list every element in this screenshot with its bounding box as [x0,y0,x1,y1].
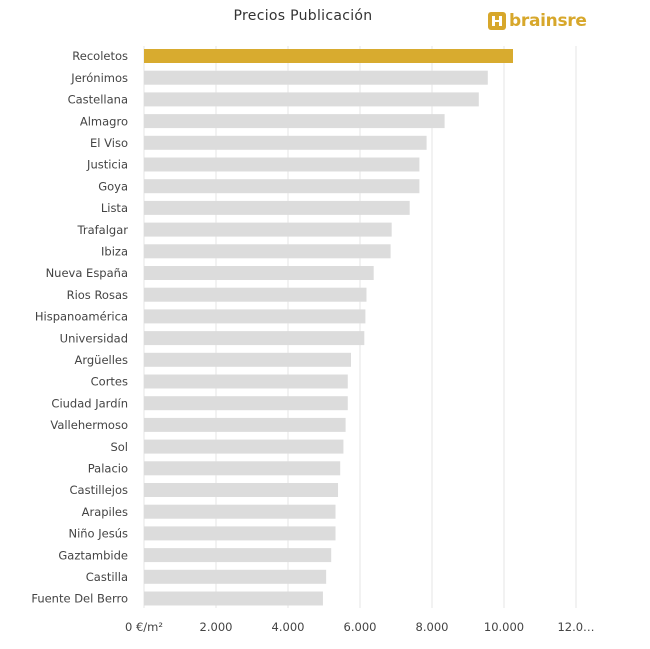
bar[interactable] [144,439,344,454]
category-label: Arapiles [82,505,128,519]
bar[interactable] [144,483,339,497]
bar[interactable] [144,92,479,107]
x-tick-label: 10.000 [484,620,524,634]
category-label: Castellana [68,93,128,107]
category-label: Jerónimos [70,71,128,85]
chart-title: Precios Publicación [233,8,373,24]
bar[interactable] [144,352,351,367]
bar[interactable] [144,266,374,280]
category-label: Lista [101,201,128,215]
x-tick-label: 8.000 [416,620,449,634]
bar[interactable] [144,222,392,237]
category-label: Goya [98,179,128,193]
bar[interactable] [144,331,365,346]
category-label: Fuente Del Berro [31,592,128,606]
bars [144,49,513,606]
grid-lines [143,46,577,608]
category-label: Hispanoamérica [35,310,128,324]
category-label: Nueva España [46,266,128,280]
bar[interactable] [144,135,427,150]
x-tick-label: 0 €/m² [125,620,163,634]
x-axis-tick-labels: 0 €/m² 2.000 4.000 6.000 8.000 10.000 12.0… [125,620,595,634]
category-label: Justicia [86,158,128,172]
bar[interactable] [144,244,391,259]
x-tick-label: 2.000 [200,620,233,634]
bar[interactable] [144,309,366,324]
brainsre-logo-icon [488,12,506,30]
bar[interactable] [144,157,420,172]
category-label: Castilla [86,570,128,584]
category-label: Ibiza [101,245,128,259]
category-label: Niño Jesús [68,527,128,541]
brand-logo-text: brainsre [509,11,587,31]
bar[interactable] [144,179,420,194]
category-label: Rios Rosas [67,288,128,302]
category-label: Ciudad Jardín [51,396,128,410]
category-label: Sol [110,440,128,454]
bar[interactable] [144,287,367,302]
bar[interactable] [144,374,348,389]
bar[interactable] [144,70,488,85]
bar[interactable] [144,548,332,563]
x-tick-label: 12.0… [557,620,594,634]
bar[interactable] [144,49,513,63]
bar[interactable] [144,114,445,129]
bar[interactable] [144,526,336,541]
category-label: Palacio [88,462,128,476]
bar[interactable] [144,591,323,606]
category-label: Argüelles [74,353,128,367]
category-label: Almagro [80,114,128,128]
category-label: Trafalgar [77,223,129,237]
bar[interactable] [144,569,327,584]
category-label: El Viso [90,136,128,150]
bar[interactable] [144,396,348,411]
bar[interactable] [144,461,341,476]
bar[interactable] [144,200,410,215]
category-label: Vallehermoso [50,418,128,432]
x-tick-label: 6.000 [344,620,377,634]
brand-logo: brainsre [488,9,587,33]
category-label: Gaztambide [58,548,128,562]
category-label: Recoletos [72,49,128,63]
category-label: Cortes [91,375,128,389]
category-label: Castillejos [70,483,128,497]
category-label: Universidad [60,331,128,345]
x-tick-label: 4.000 [272,620,305,634]
category-labels: Recoletos Jerónimos Castellana Almagro El Vi… [31,49,128,606]
bar[interactable] [144,417,346,432]
bar[interactable] [144,504,336,519]
